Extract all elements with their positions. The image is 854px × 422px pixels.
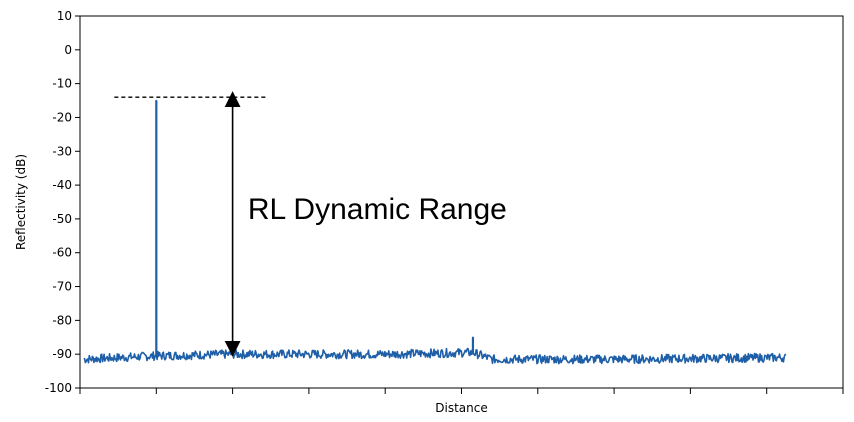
series-layer <box>83 99 787 365</box>
y-tick-label: -80 <box>52 313 72 327</box>
series-trace <box>83 99 787 365</box>
annotation-layer: RL Dynamic Range <box>114 91 507 357</box>
y-axis-title: Reflectivity (dB) <box>14 154 28 250</box>
y-tick-label: -70 <box>52 280 72 294</box>
x-axis-title: Distance <box>435 401 487 415</box>
y-tick-label: -40 <box>52 178 72 192</box>
y-tick-label: -100 <box>45 381 72 395</box>
y-tick-label: -20 <box>52 110 72 124</box>
plot-frame <box>79 15 844 389</box>
y-tick-label: -30 <box>52 144 72 158</box>
y-tick-label: -60 <box>52 246 72 260</box>
y-tick-label: 0 <box>64 43 72 57</box>
dynamic-range-label: RL Dynamic Range <box>248 193 507 226</box>
axes-layer: 10 0 -10 -20 -30 -40 -50 -60 -70 -80 -90 -100 <box>45 9 844 395</box>
y-tick-label: 10 <box>57 9 72 23</box>
y-tick-label: -10 <box>52 77 72 91</box>
plot-area <box>79 15 844 389</box>
y-tick-label: -50 <box>52 212 72 226</box>
y-tick-label: -90 <box>52 347 72 361</box>
